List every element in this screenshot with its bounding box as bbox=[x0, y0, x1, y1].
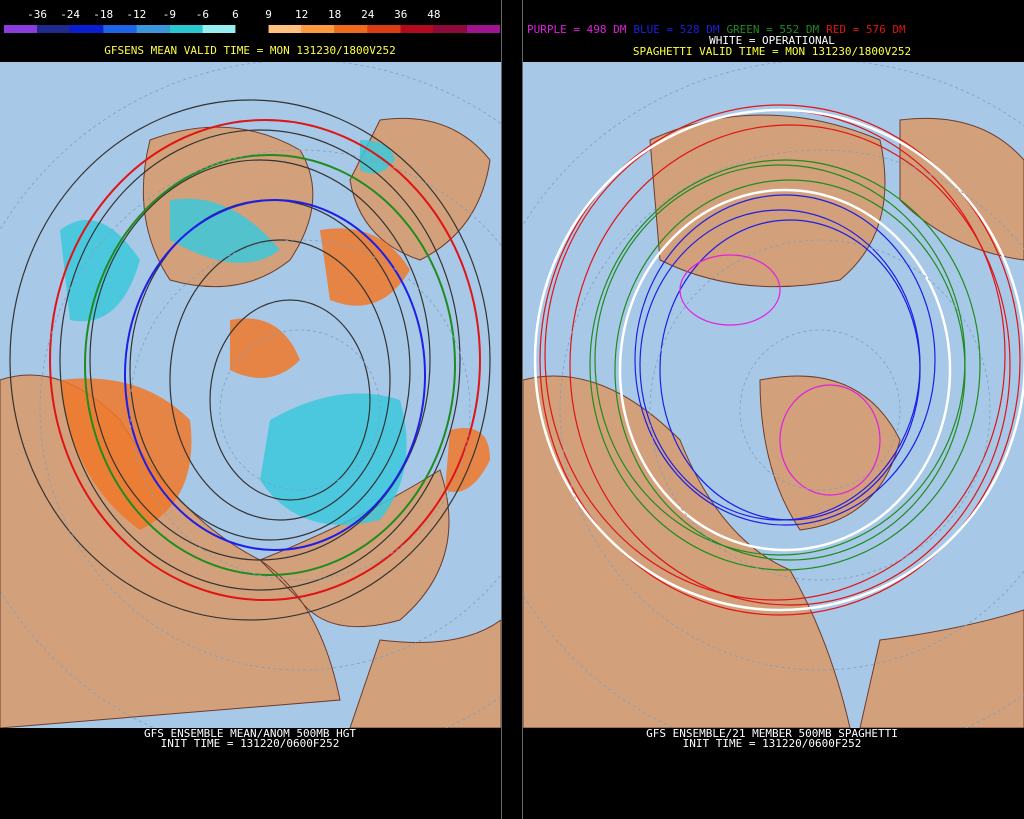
graticule bbox=[0, 62, 501, 728]
contour-576 bbox=[49, 119, 481, 601]
legend-entry: PURPLE = 498 DM bbox=[527, 23, 627, 36]
colorbar-swatch bbox=[37, 25, 71, 33]
contour-528 bbox=[124, 199, 426, 551]
colorbar-swatch bbox=[301, 25, 335, 33]
colorbar-label: 12 bbox=[295, 8, 308, 21]
colorbar-label: -24 bbox=[60, 8, 80, 21]
colorbar-swatch bbox=[169, 25, 203, 33]
right-map bbox=[523, 62, 1024, 728]
contour-552 bbox=[84, 154, 456, 576]
colorbar-swatch bbox=[400, 25, 434, 33]
right-footer: INIT TIME = 131220/0600F252 bbox=[683, 737, 862, 750]
colorbar-swatch bbox=[136, 25, 170, 33]
colorbar-label: 36 bbox=[394, 8, 407, 21]
colorbar-label: 18 bbox=[328, 8, 341, 21]
land bbox=[0, 117, 501, 728]
divider-line bbox=[522, 0, 523, 819]
colorbar-swatch bbox=[235, 25, 269, 33]
colorbar-swatch bbox=[466, 25, 500, 33]
colorbar-swatch bbox=[70, 25, 104, 33]
colorbar-swatch bbox=[334, 25, 368, 33]
right-footer: GFS ENSEMBLE/21 MEMBER 500MB SPAGHETTI bbox=[646, 727, 898, 740]
colorbar-swatch bbox=[268, 25, 302, 33]
colorbar-swatch bbox=[103, 25, 137, 33]
colorbar-label: 6 bbox=[232, 8, 239, 21]
divider bbox=[501, 0, 523, 819]
negative-anomaly bbox=[60, 140, 407, 525]
height-contours bbox=[9, 99, 491, 621]
right-title: SPAGHETTI VALID TIME = MON 131230/1800V2… bbox=[633, 45, 911, 58]
colorbar-label: 24 bbox=[361, 8, 375, 21]
colorbar-label: -9 bbox=[163, 8, 176, 21]
colorbar-swatch bbox=[4, 25, 38, 33]
operational-note: WHITE = OPERATIONAL bbox=[709, 34, 835, 47]
left-footer: GFS ENSEMBLE MEAN/ANOM 500MB HGT bbox=[144, 727, 356, 740]
colorbar-label: -36 bbox=[27, 8, 47, 21]
graticule bbox=[523, 62, 1024, 728]
positive-anomaly bbox=[60, 228, 490, 531]
colorbar-label: 9 bbox=[265, 8, 272, 21]
spaghetti bbox=[533, 104, 1024, 616]
left-title: GFSENS MEAN VALID TIME = MON 131230/1800… bbox=[104, 44, 395, 57]
colorbar-swatch bbox=[367, 25, 401, 33]
colorbar-label: 48 bbox=[427, 8, 440, 21]
legend-entry: GREEN = 552 DM bbox=[726, 23, 819, 36]
colorbar-label: -18 bbox=[93, 8, 113, 21]
colorbar-label: -6 bbox=[196, 8, 209, 21]
divider-line bbox=[501, 0, 502, 819]
left-map bbox=[0, 62, 501, 728]
legend-entry: BLUE = 528 DM bbox=[633, 23, 719, 36]
colorbar-swatch bbox=[202, 25, 236, 33]
left-footer: INIT TIME = 131220/0600F252 bbox=[161, 737, 340, 750]
colorbar-swatch bbox=[433, 25, 467, 33]
colorbar-label: -12 bbox=[126, 8, 146, 21]
land bbox=[523, 114, 1024, 728]
legend-entry: RED = 576 DM bbox=[826, 23, 906, 36]
